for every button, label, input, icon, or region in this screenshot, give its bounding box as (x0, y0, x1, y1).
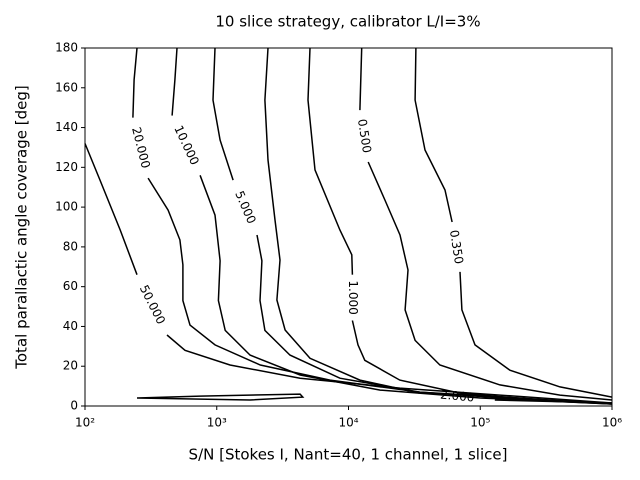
contour-label: 2.000 (440, 387, 476, 404)
contour-label: 10.000 (171, 123, 201, 167)
y-tick-label: 120 (55, 160, 78, 174)
x-axis-label: S/N [Stokes I, Nant=40, 1 channel, 1 sli… (189, 446, 508, 464)
contour-line (359, 47, 613, 401)
y-tick-label: 20 (63, 359, 78, 373)
y-tick-label: 60 (63, 279, 78, 293)
contour-line (84, 143, 613, 404)
contour-label: 0.350 (447, 229, 466, 265)
contour-line (212, 47, 613, 405)
contour-line (307, 47, 613, 404)
y-tick-label: 0 (70, 399, 78, 413)
y-tick-label: 80 (63, 239, 78, 253)
contour-line (132, 47, 613, 405)
x-tick-label: 10⁵ (470, 416, 490, 430)
x-tick-label: 10³ (207, 416, 227, 430)
y-tick-label: 100 (55, 200, 78, 214)
contour-label: 50.000 (137, 283, 168, 327)
contour-label: 1.000 (346, 280, 360, 314)
y-tick-label: 40 (63, 319, 78, 333)
contour-label: 0.500 (355, 118, 374, 154)
contour-label: 20.000 (129, 126, 153, 170)
x-tick-label: 10² (75, 416, 95, 430)
y-tick-label: 180 (55, 41, 78, 55)
contour-line (264, 47, 613, 404)
y-tick-label: 140 (55, 120, 78, 134)
plot-frame (84, 47, 613, 407)
contour-line (171, 47, 613, 405)
contour-line (414, 47, 613, 398)
y-tick-label: 160 (55, 80, 78, 94)
y-axis-label: Total parallactic angle coverage [deg] (13, 85, 31, 369)
x-tick-label: 10⁶ (602, 416, 622, 430)
contour-label: 5.000 (232, 189, 259, 226)
x-tick-label: 10⁴ (338, 416, 358, 430)
chart-title: 10 slice strategy, calibrator L/I=3% (215, 13, 480, 31)
